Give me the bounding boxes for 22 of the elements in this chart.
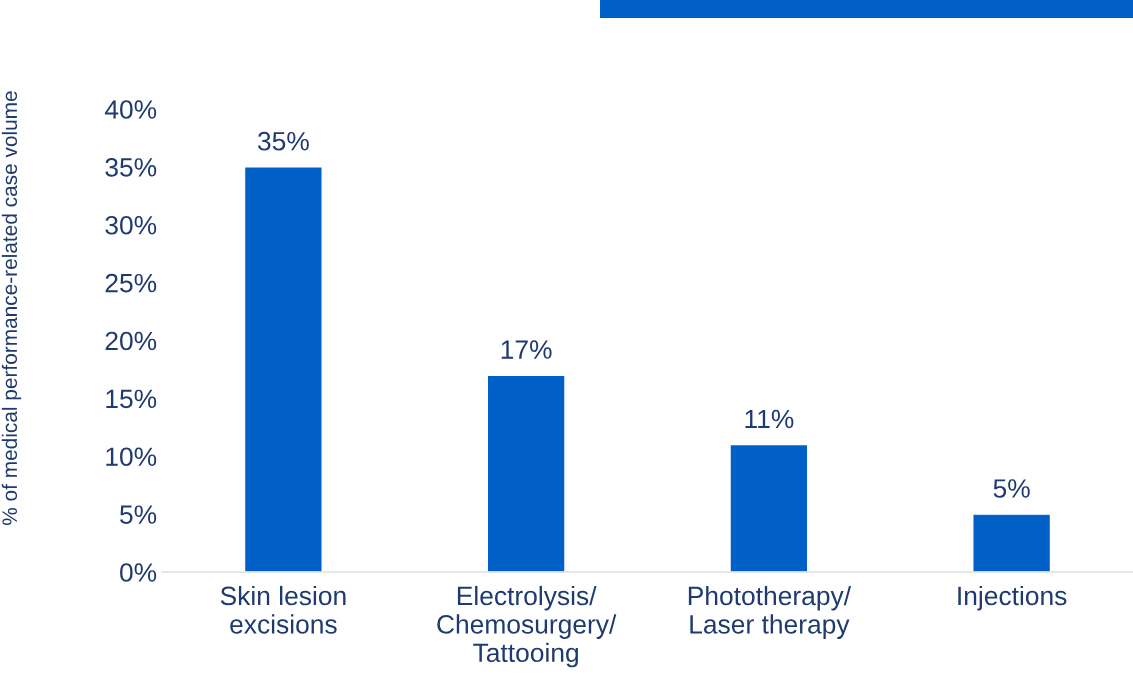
y-tick-label: 15% (106, 389, 157, 409)
x-tick-label: Phototherapy/ Laser therapy (688, 585, 852, 639)
data-label: 17% (501, 340, 552, 359)
y-tick-label: 0% (120, 563, 157, 582)
bar (486, 374, 566, 572)
x-tick-label: Skin lesion excisions (220, 585, 346, 634)
bar (729, 443, 809, 572)
x-tick-label: Injections (958, 585, 1067, 611)
data-label: 35% (257, 131, 309, 151)
x-tick-label: Electrolysis/ Chemosurgery/ Tattooing (437, 585, 617, 668)
y-tick-label: 5% (120, 505, 157, 524)
bar (972, 513, 1052, 572)
y-tick-label: 20% (105, 331, 157, 351)
y-tick-label: 30% (105, 215, 157, 235)
y-axis-title: % of medical performance-related case volume (1, 91, 22, 526)
y-tick-label: 40% (104, 100, 157, 119)
data-label: 11% (745, 409, 794, 429)
data-label: 5% (993, 479, 1030, 498)
y-tick-label: 10% (106, 447, 157, 467)
bar (243, 166, 323, 572)
y-tick-label: 35% (105, 158, 157, 177)
y-tick-label: 25% (105, 273, 157, 293)
